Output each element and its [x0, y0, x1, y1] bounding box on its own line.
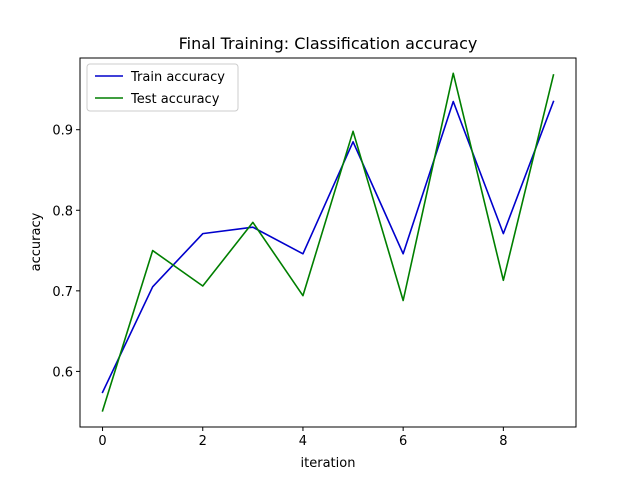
plot-area-frame [79, 57, 577, 428]
series-line-test [101, 72, 555, 412]
legend-box [86, 63, 239, 112]
series-lines [101, 72, 555, 412]
x-axis: 0 2 4 6 8 [98, 427, 507, 449]
x-tick-label: 8 [499, 434, 507, 449]
y-tick-label: 0.7 [52, 285, 73, 300]
legend: Train accuracy Test accuracy [86, 63, 239, 112]
x-tick-label: 2 [199, 434, 207, 449]
y-tick-label: 0.9 [52, 124, 73, 139]
y-axis-label: accuracy [29, 212, 44, 271]
legend-label-test: Test accuracy [130, 92, 220, 107]
legend-label-train: Train accuracy [130, 70, 225, 85]
x-tick-label: 4 [299, 434, 307, 449]
y-tick-label: 0.8 [52, 204, 73, 219]
x-tick-label: 6 [399, 434, 407, 449]
y-axis: 0.6 0.7 0.8 0.9 [52, 124, 80, 380]
chart-title: Final Training: Classification accuracy [179, 34, 478, 53]
y-tick-label: 0.6 [52, 365, 73, 380]
series-line-train [101, 100, 555, 394]
x-tick-label: 0 [98, 434, 106, 449]
x-axis-label: iteration [301, 456, 356, 471]
